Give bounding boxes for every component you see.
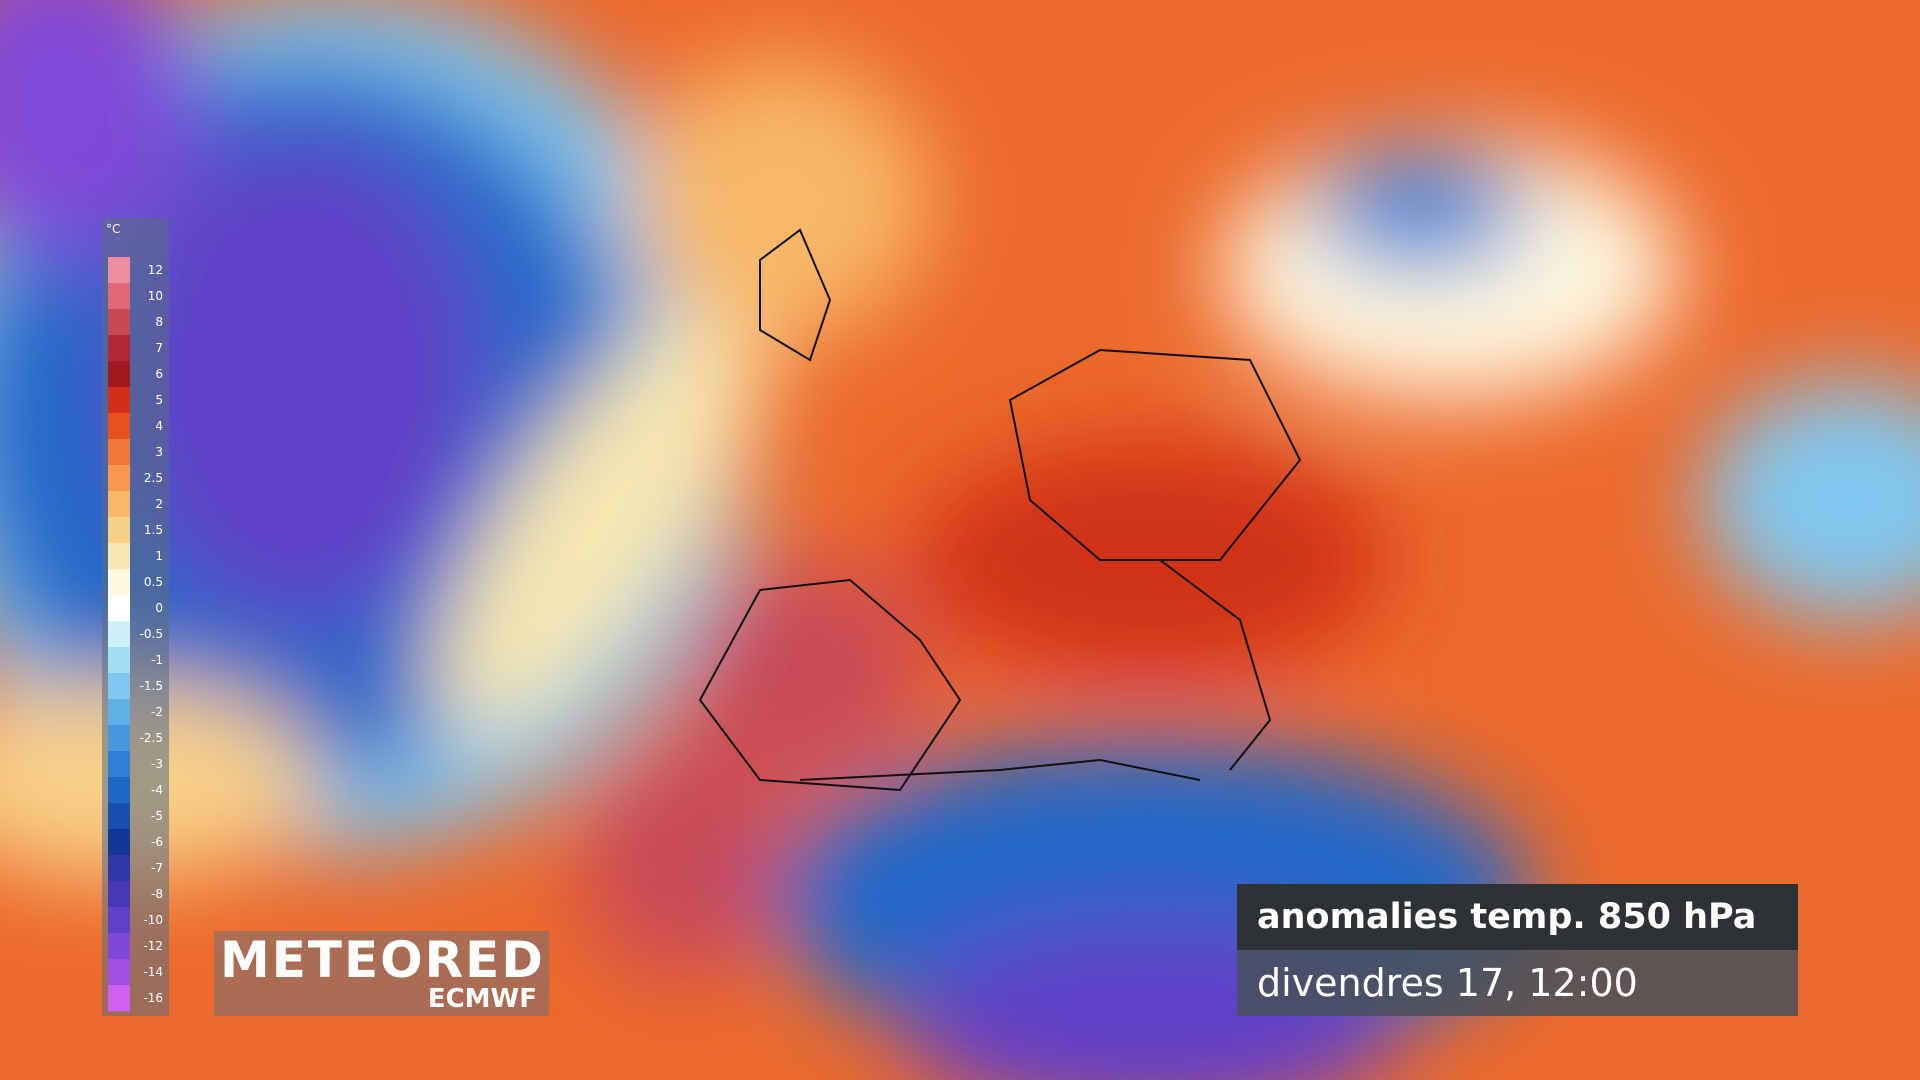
legend-swatch — [108, 491, 130, 518]
legend-label: -12 — [143, 939, 163, 953]
legend-label: 3 — [155, 445, 163, 459]
legend-label: 0 — [155, 601, 163, 615]
logo: METEORED ECMWF — [214, 931, 549, 1016]
legend-swatch — [108, 309, 130, 336]
legend-label: 8 — [155, 315, 163, 329]
legend-swatch — [108, 959, 130, 986]
legend-label: 7 — [155, 341, 163, 355]
legend-swatch — [108, 569, 130, 596]
legend-swatch — [108, 985, 130, 1012]
legend-swatch — [108, 673, 130, 700]
legend-swatch — [108, 517, 130, 544]
legend-label: -16 — [143, 991, 163, 1005]
legend-swatch — [108, 387, 130, 414]
legend-label: -4 — [151, 783, 163, 797]
legend-label: 4 — [155, 419, 163, 433]
legend-label: -8 — [151, 887, 163, 901]
legend-swatch — [108, 647, 130, 674]
legend-swatch — [108, 335, 130, 362]
legend-label: 2 — [155, 497, 163, 511]
legend-label: 1.5 — [144, 523, 163, 537]
legend-swatch — [108, 595, 130, 622]
legend-label: 6 — [155, 367, 163, 381]
logo-source: ECMWF — [427, 984, 537, 1014]
legend-swatch — [108, 257, 130, 284]
legend-label: -10 — [143, 913, 163, 927]
legend-label: -1.5 — [140, 679, 163, 693]
legend-swatch — [108, 465, 130, 492]
legend-swatch — [108, 855, 130, 882]
legend-swatch — [108, 933, 130, 960]
legend-label: -6 — [151, 835, 163, 849]
caption-title: anomalies temp. 850 hPa — [1237, 884, 1798, 950]
legend-swatch — [108, 543, 130, 570]
legend-label: -3 — [151, 757, 163, 771]
legend-unit: °C — [106, 222, 121, 236]
legend-label: 2.5 — [144, 471, 163, 485]
legend-swatch — [108, 829, 130, 856]
legend-swatch — [108, 283, 130, 310]
legend-swatch — [108, 751, 130, 778]
legend-swatch — [108, 361, 130, 388]
legend-swatch — [108, 413, 130, 440]
legend-label: 5 — [155, 393, 163, 407]
caption-date: divendres 17, 12:00 — [1237, 950, 1798, 1016]
legend-label: 1 — [155, 549, 163, 563]
legend-label: -2.5 — [140, 731, 163, 745]
legend-swatch — [108, 699, 130, 726]
legend-label: 12 — [148, 263, 163, 277]
legend-label: -1 — [151, 653, 163, 667]
legend-swatch — [108, 621, 130, 648]
legend-label: -2 — [151, 705, 163, 719]
legend-swatch — [108, 881, 130, 908]
legend-swatch — [108, 907, 130, 934]
legend-label: 10 — [148, 289, 163, 303]
legend-label: -0.5 — [140, 627, 163, 641]
legend-scale: 12 10 8 7 6 5 4 3 2.5 2 1.5 1 0.5 0 -0.5 -1 -1.5 -2 -2.5 -3… — [108, 257, 163, 1012]
logo-brand: METEORED — [220, 931, 545, 989]
legend-swatch — [108, 777, 130, 804]
legend-label: -7 — [151, 861, 163, 875]
legend-swatch — [108, 725, 130, 752]
legend-swatch — [108, 439, 130, 466]
legend: °C 12 10 8 7 6 5 4 3 2.5 2 1.5 1 0.5 0 -0.5 -1 -1.5 -2 -2.… — [102, 218, 169, 1016]
legend-label: -14 — [143, 965, 163, 979]
legend-swatch — [108, 803, 130, 830]
legend-label: 0.5 — [144, 575, 163, 589]
legend-label: -5 — [151, 809, 163, 823]
